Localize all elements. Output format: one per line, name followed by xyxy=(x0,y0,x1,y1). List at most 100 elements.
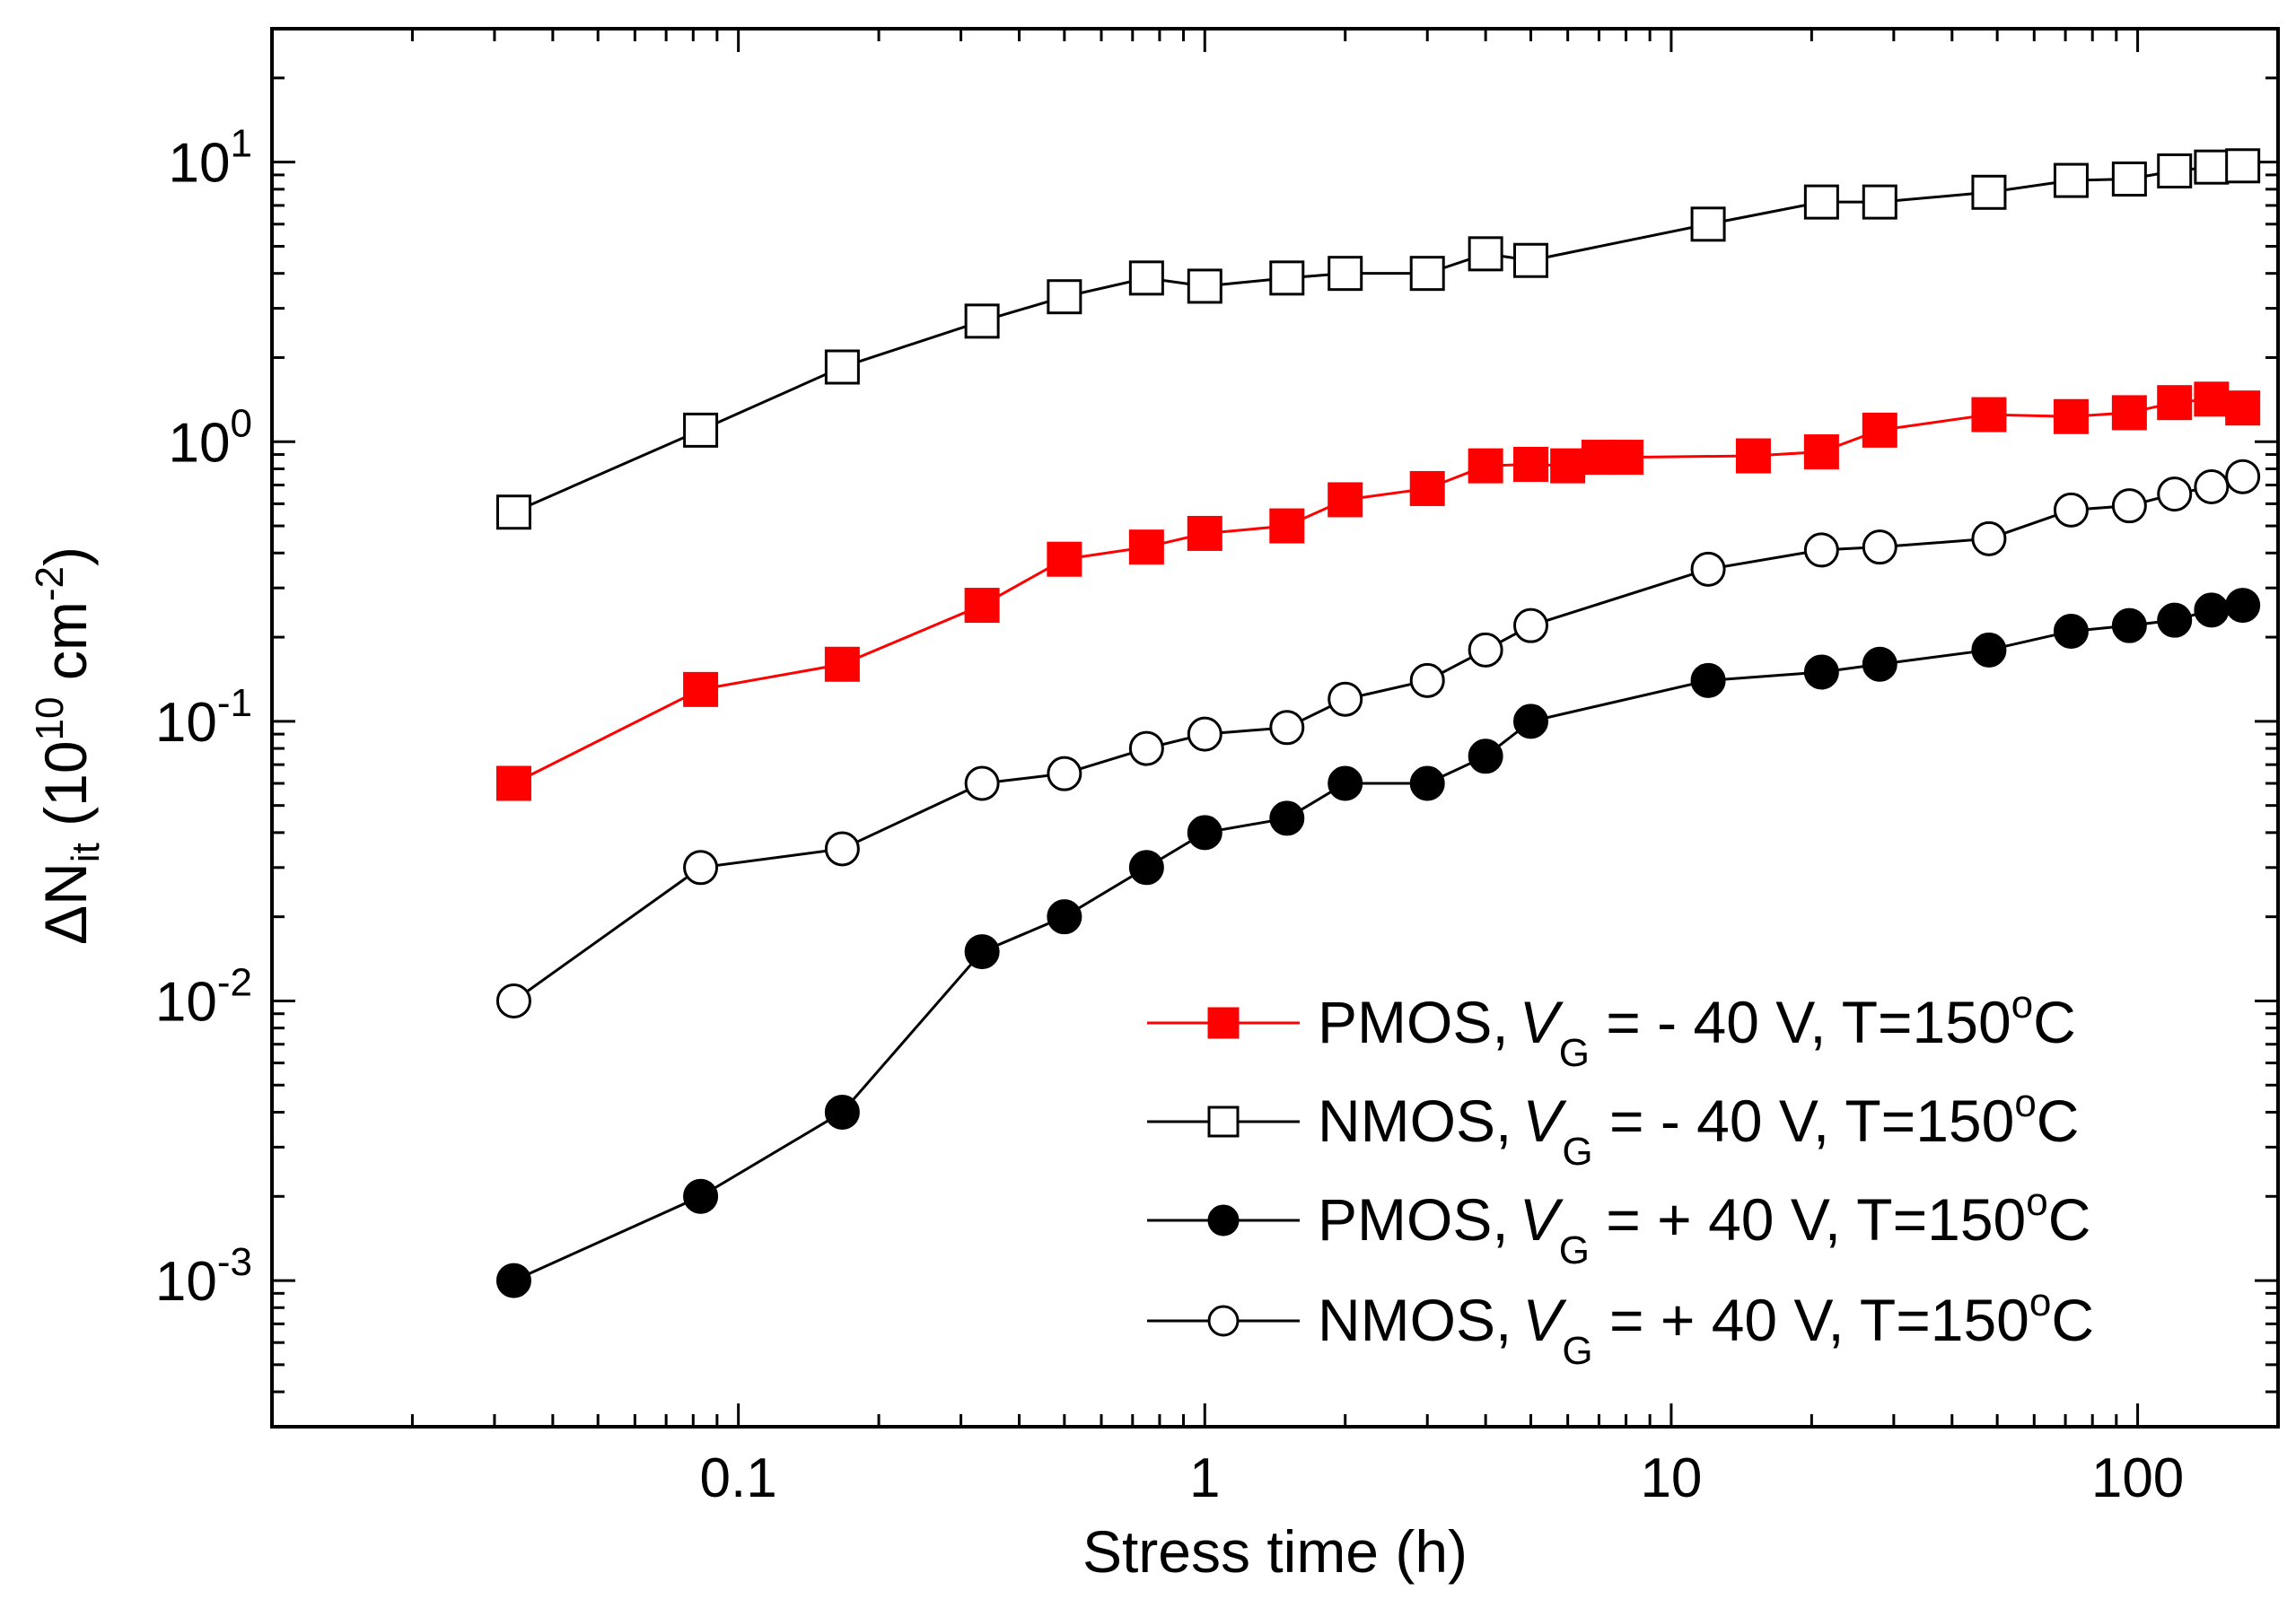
data-point xyxy=(1409,765,1445,801)
data-point xyxy=(1513,446,1549,482)
y-tick-label: 10-2 xyxy=(155,960,252,1033)
data-point xyxy=(964,588,1000,624)
data-point xyxy=(1128,260,1164,296)
plot-frame xyxy=(270,27,2280,1429)
y-axis-title-sub: it xyxy=(64,843,108,862)
y-axis-title-exp2: -2 xyxy=(28,566,72,601)
y-tick-label: 10-1 xyxy=(155,681,252,754)
legend-item: NMOS, VG = + 40 V, T=150oC xyxy=(1147,1280,2094,1373)
legend-label: PMOS, VG = - 40 V, T=150oC xyxy=(1318,983,2076,1075)
data-point xyxy=(683,412,719,448)
x-axis-title: Stress time (h) xyxy=(1082,1518,1468,1585)
y-axis-title-exp: 10 xyxy=(28,697,72,741)
data-point xyxy=(1207,1204,1240,1237)
data-point xyxy=(1608,440,1644,476)
legend-label: NMOS, VG = - 40 V, T=150oC xyxy=(1318,1081,2079,1174)
data-point xyxy=(2157,385,2193,421)
data-point xyxy=(1409,256,1445,292)
data-point xyxy=(1187,716,1222,752)
data-point xyxy=(2194,592,2230,628)
data-point xyxy=(1971,397,2007,433)
legend-item: PMOS, VG = + 40 V, T=150oC xyxy=(1147,1180,2090,1272)
x-tick-label: 1 xyxy=(1189,1447,1220,1509)
data-point xyxy=(824,349,860,385)
data-point xyxy=(1803,654,1839,690)
data-point xyxy=(1269,800,1305,836)
data-point xyxy=(964,303,1000,339)
data-point xyxy=(1862,412,1897,448)
data-point xyxy=(495,765,531,801)
data-point xyxy=(2053,492,2089,528)
data-point xyxy=(1128,850,1164,886)
data-point xyxy=(1328,681,1363,717)
data-point xyxy=(2194,149,2230,185)
data-point xyxy=(1047,756,1082,791)
legend-item: PMOS, VG = - 40 V, T=150oC xyxy=(1147,983,2076,1075)
data-point xyxy=(683,850,719,886)
data-point xyxy=(1468,738,1503,774)
data-point xyxy=(1468,632,1503,668)
data-point xyxy=(2111,162,2147,197)
y-axis-title-mid: cm xyxy=(32,601,99,696)
data-point xyxy=(2157,602,2193,638)
data-point xyxy=(1862,529,1897,565)
y-axis-title-suffix: ) xyxy=(32,546,99,566)
data-point xyxy=(2194,468,2230,504)
data-point xyxy=(1187,815,1222,851)
legend-label: PMOS, VG = + 40 V, T=150oC xyxy=(1318,1180,2090,1272)
data-point xyxy=(2225,390,2261,426)
series-layer xyxy=(495,148,2261,1298)
data-point xyxy=(1468,236,1503,272)
data-point xyxy=(1513,607,1549,643)
y-axis-title-main: ΔN xyxy=(32,862,99,945)
y-tick-label: 101 xyxy=(169,122,252,195)
y-axis-title: ΔNit (1010 cm-2) xyxy=(28,546,108,945)
data-point xyxy=(1468,448,1503,484)
data-point xyxy=(2053,398,2089,434)
data-point xyxy=(2111,607,2147,643)
labels-layer: 0.1 1 10 100 10-3 10-2 10-1 100 101 xyxy=(155,122,2184,1509)
data-point xyxy=(2225,148,2261,184)
data-point xyxy=(1207,1007,1240,1039)
data-point xyxy=(1409,470,1445,506)
data-point xyxy=(2225,588,2261,624)
data-point xyxy=(1971,520,2007,556)
x-tick-label: 0.1 xyxy=(700,1447,777,1509)
data-point xyxy=(1803,532,1839,568)
data-point xyxy=(2194,381,2230,417)
data-point xyxy=(1187,268,1222,304)
series-3 xyxy=(495,588,2261,1298)
data-point xyxy=(964,934,1000,970)
data-point xyxy=(1971,174,2007,210)
data-point xyxy=(1690,206,1726,242)
data-point xyxy=(1690,662,1726,698)
legend-item: NMOS, VG = - 40 V, T=150oC xyxy=(1147,1081,2079,1174)
y-axis-title-prefix: (10 xyxy=(32,740,99,843)
data-point xyxy=(824,831,860,867)
data-point xyxy=(1269,508,1305,544)
data-point xyxy=(1803,184,1839,220)
series-2 xyxy=(495,148,2261,530)
data-point xyxy=(1862,646,1897,682)
data-point xyxy=(1803,434,1839,470)
data-point xyxy=(1862,184,1897,220)
legend-label: NMOS, VG = + 40 V, T=150oC xyxy=(1318,1280,2094,1373)
data-point xyxy=(495,983,531,1018)
data-point xyxy=(1128,730,1164,766)
data-point xyxy=(1513,704,1549,739)
data-point xyxy=(683,1178,719,1214)
data-point xyxy=(1735,438,1771,474)
data-point xyxy=(1187,515,1222,551)
data-point xyxy=(2225,459,2261,494)
data-point xyxy=(2111,395,2147,431)
data-point xyxy=(1207,1106,1240,1138)
data-point xyxy=(1409,662,1445,698)
data-point xyxy=(1269,710,1305,746)
data-point xyxy=(2053,613,2089,649)
y-tick-label: 100 xyxy=(169,401,252,474)
data-point xyxy=(495,1263,531,1298)
data-point xyxy=(1269,260,1305,296)
